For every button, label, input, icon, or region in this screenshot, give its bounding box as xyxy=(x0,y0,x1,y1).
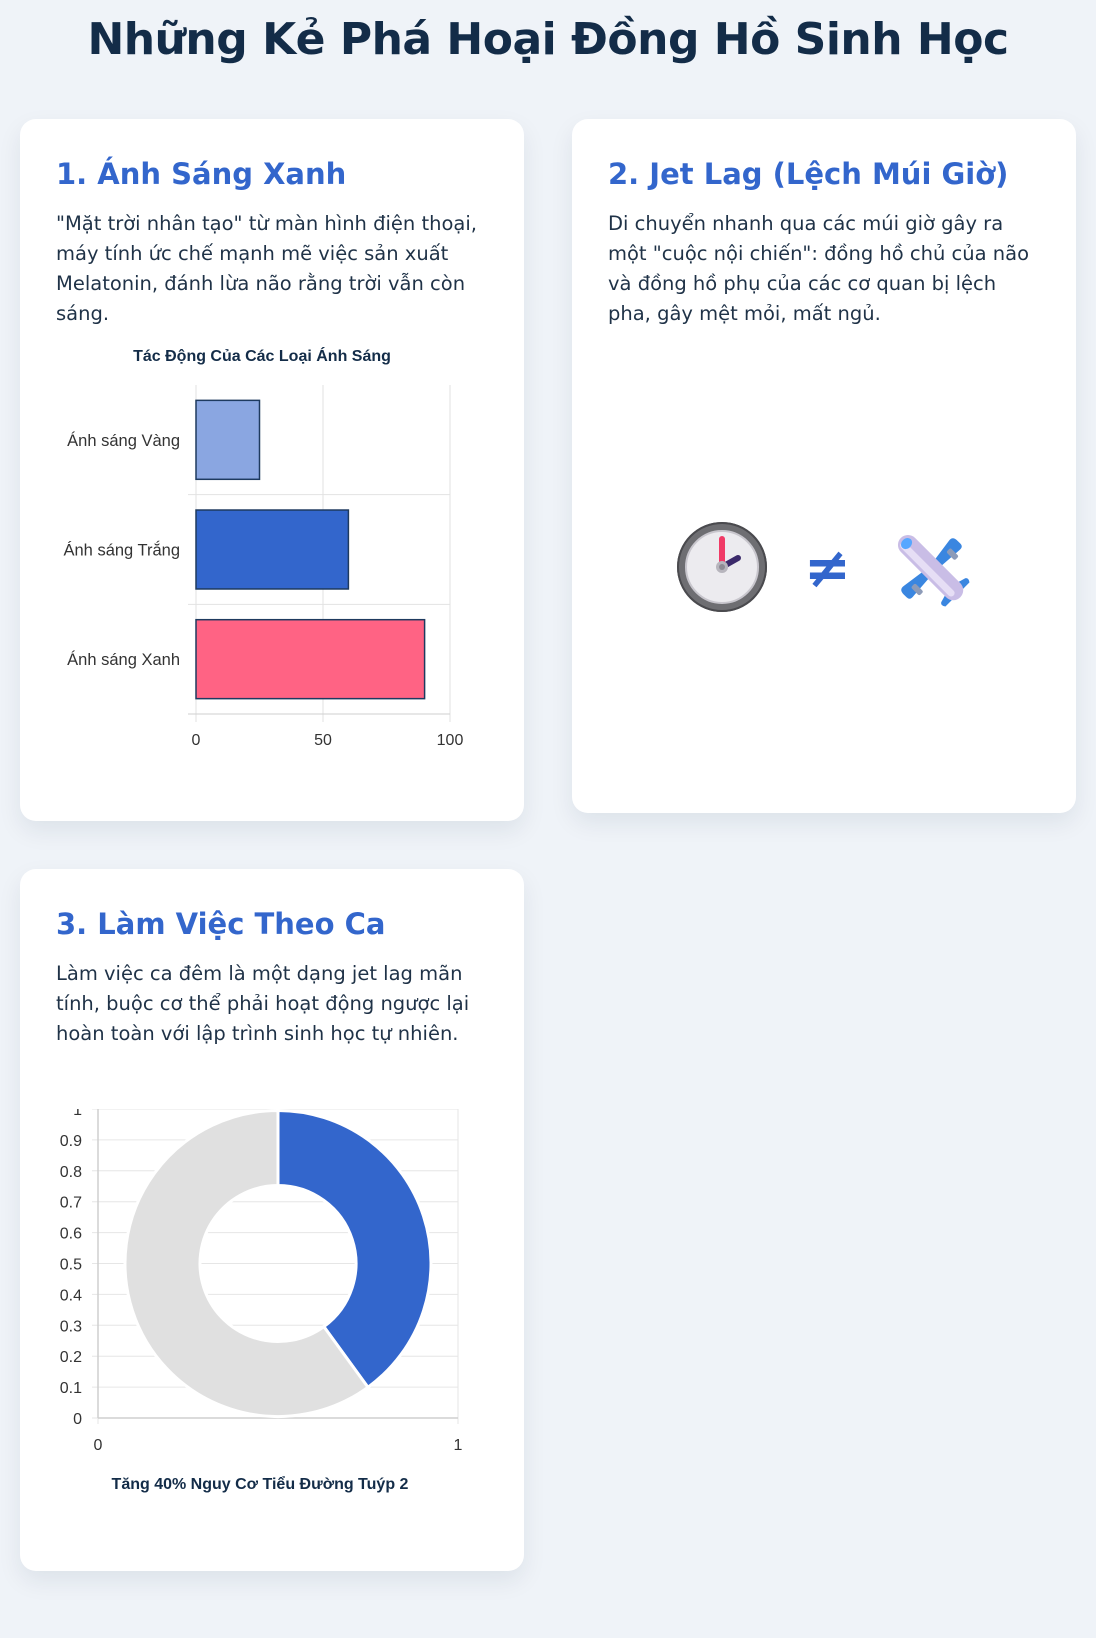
jet-lag-illustration: ≠ xyxy=(572,519,1076,619)
donut-chart: 0 0.1 0.2 0.3 0.4 0.5 0.6 0.7 0.8 0.9 1 0 1 Tăng 40% … xyxy=(60,1109,463,1493)
card-text: "Mặt trời nhân tạo" từ màn hình điện tho… xyxy=(56,212,477,325)
bar-chart: Tác Động Của Các Loại Ánh Sáng 0 50 100 Ánh … xyxy=(64,346,464,749)
card-heading: 3. Làm Việc Theo Ca xyxy=(56,907,386,941)
donut-slice xyxy=(276,1109,433,1390)
card-shift-work: 3. Làm Việc Theo Ca Làm việc ca đêm là m… xyxy=(20,869,524,1571)
y-tick-label: 0.9 xyxy=(60,1133,82,1150)
card-heading: 2. Jet Lag (Lệch Múi Giờ) xyxy=(608,157,1009,191)
x-tick-label: 50 xyxy=(314,732,332,749)
donut-slice xyxy=(123,1109,371,1418)
y-tick-label: 0.4 xyxy=(60,1287,82,1304)
chart-title: Tác Động Của Các Loại Ánh Sáng xyxy=(133,346,391,365)
y-tick-label: 0.7 xyxy=(60,1195,82,1212)
x-tick-label: 0 xyxy=(94,1437,103,1454)
bar xyxy=(195,618,426,700)
y-tick-label: Ánh sáng Vàng xyxy=(67,431,180,450)
card-heading: 1. Ánh Sáng Xanh xyxy=(56,157,347,191)
card-text: Di chuyển nhanh qua các múi giờ gây ra m… xyxy=(608,212,1030,325)
y-tick-label: 0.6 xyxy=(60,1226,82,1243)
y-tick-label: 0.5 xyxy=(60,1257,82,1274)
y-tick-label: Ánh sáng Trắng xyxy=(64,541,181,560)
card-jet-lag: 2. Jet Lag (Lệch Múi Giờ) Di chuyển nhan… xyxy=(572,119,1076,813)
clock-icon xyxy=(677,522,767,612)
y-tick-label: 0 xyxy=(73,1411,82,1428)
x-tick-label: 0 xyxy=(192,732,201,749)
airplane-icon xyxy=(897,534,970,607)
y-tick-label: Ánh sáng Xanh xyxy=(67,650,180,669)
not-equal-icon: ≠ xyxy=(804,536,851,601)
card-blue-light: 1. Ánh Sáng Xanh "Mặt trời nhân tạo" từ … xyxy=(20,119,524,821)
chart-title: Tăng 40% Nguy Cơ Tiểu Đường Tuýp 2 xyxy=(112,1475,409,1493)
y-tick-label: 0.3 xyxy=(60,1318,82,1335)
y-tick-label: 1 xyxy=(73,1109,82,1119)
x-tick-label: 1 xyxy=(454,1437,463,1454)
y-tick-label: 0.2 xyxy=(60,1349,82,1366)
x-tick-label: 100 xyxy=(437,732,464,749)
bar xyxy=(195,509,350,590)
y-tick-label: 0.1 xyxy=(60,1380,82,1397)
bar xyxy=(195,399,261,481)
card-text: Làm việc ca đêm là một dạng jet lag mãn … xyxy=(56,962,470,1045)
y-tick-label: 0.8 xyxy=(60,1164,82,1181)
page-title: Những Kẻ Phá Hoại Đồng Hồ Sinh Học xyxy=(87,14,1009,65)
